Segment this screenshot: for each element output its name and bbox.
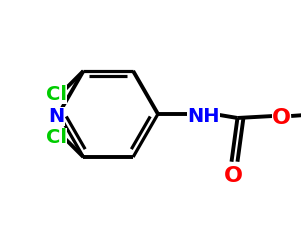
Text: O: O — [272, 108, 291, 128]
Text: N: N — [48, 106, 65, 125]
Text: Cl: Cl — [46, 85, 67, 104]
Text: O: O — [224, 166, 243, 186]
Text: NH: NH — [188, 106, 220, 125]
Text: Cl: Cl — [46, 128, 67, 147]
